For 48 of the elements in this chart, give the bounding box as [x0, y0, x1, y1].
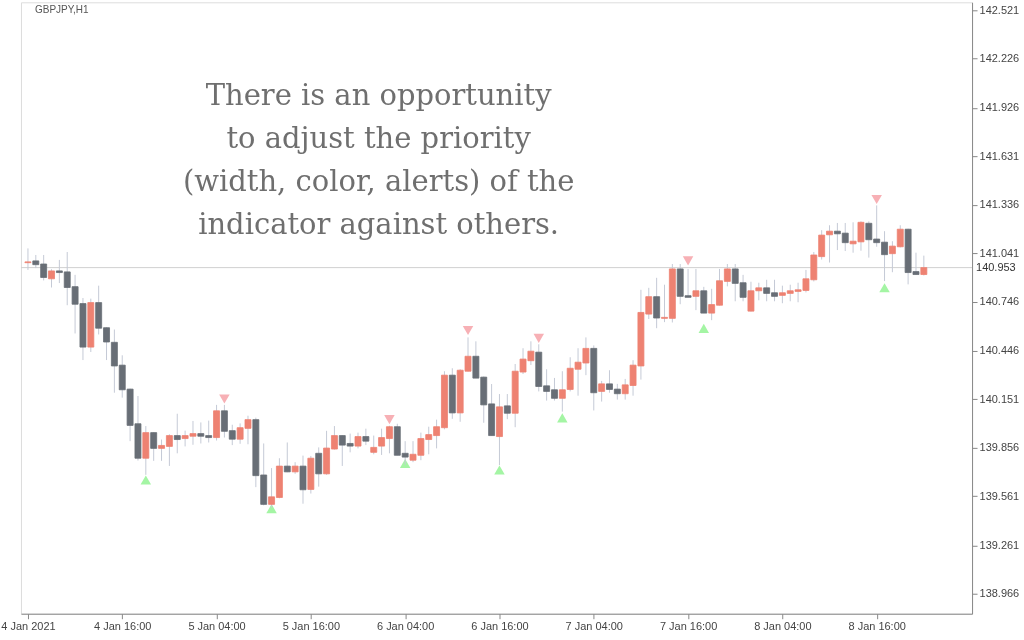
point	[384, 415, 395, 425]
point	[494, 465, 505, 475]
candlestick	[315, 446, 323, 488]
point	[219, 394, 230, 404]
candlestick	[299, 455, 307, 505]
y-tick-label: 141.336	[979, 198, 1020, 211]
y-tick-label: 140.151	[979, 392, 1020, 405]
y-tick-label: 138.966	[979, 587, 1020, 600]
y-tick-label: 139.561	[979, 489, 1020, 502]
candlestick	[150, 431, 158, 462]
point	[557, 413, 568, 423]
candlestick	[362, 428, 370, 446]
annotation: There is an opportunity to adjust the priority (width, color, alerts) of the indicator against others.	[182, 78, 575, 242]
candlestick	[173, 413, 181, 454]
y-tick-label: 141.041	[979, 246, 1020, 259]
point	[879, 283, 890, 293]
x-tick-label: 6 Jan 16:00	[471, 620, 529, 633]
point	[533, 333, 544, 343]
x-tick-label: 7 Jan 16:00	[659, 620, 718, 633]
x-tick-label: 5 Jan 16:00	[282, 620, 341, 633]
point	[871, 194, 882, 205]
x-tick-label: 5 Jan 04:00	[188, 620, 246, 633]
candlestick	[598, 380, 606, 403]
x-tick-label: 4 Jan 2021	[1, 620, 56, 633]
candlestick	[283, 441, 291, 473]
candlestick	[653, 277, 661, 329]
point	[462, 325, 474, 336]
candlestick	[370, 435, 378, 455]
y-tick-label: 139.261	[979, 538, 1020, 551]
x-tick-label: 8 Jan 16:00	[848, 620, 906, 633]
x-tick-label: 6 Jan 04:00	[376, 620, 435, 633]
x-tick-label: 4 Jan 16:00	[94, 620, 152, 633]
ref-line-label: 140.953	[976, 260, 1016, 273]
chart-title: GBPJPY,H1	[34, 4, 90, 16]
y-tick-label: 140.446	[979, 344, 1020, 357]
candlestick	[700, 286, 708, 314]
y-tick-label: 142.226	[979, 52, 1020, 65]
y-tick-label: 140.746	[979, 295, 1020, 308]
y-tick-label: 142.521	[979, 3, 1020, 16]
y-tick-label: 141.631	[979, 149, 1020, 162]
y-tick-label: 139.856	[979, 441, 1020, 454]
point	[140, 475, 152, 485]
point	[682, 256, 694, 266]
point	[698, 323, 710, 333]
candlestick	[503, 393, 511, 420]
x-tick-label: 8 Jan 04:00	[754, 620, 812, 633]
y-tick-label: 141.926	[979, 101, 1020, 114]
x-tick-label: 7 Jan 04:00	[565, 620, 623, 633]
